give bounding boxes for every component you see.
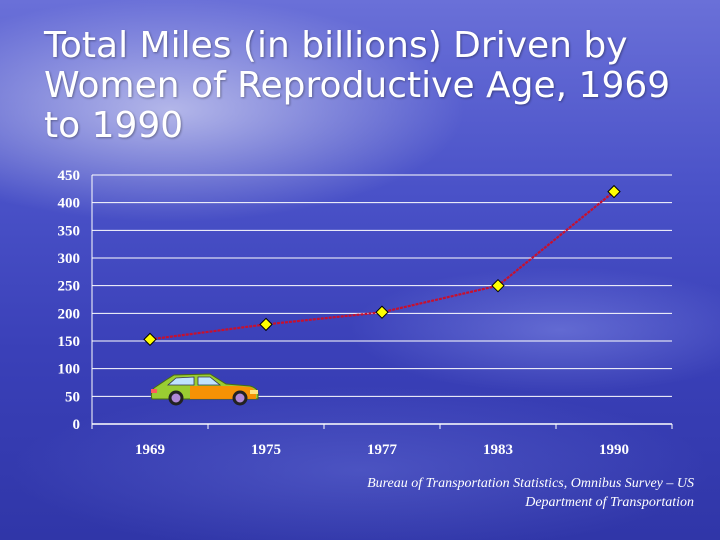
y-tick-label: 450 (58, 168, 81, 184)
x-tick-label: 1975 (251, 442, 281, 458)
source-citation: Bureau of Transportation Statistics, Omn… (274, 474, 694, 512)
data-point-marker (375, 305, 389, 319)
x-tick-label: 1977 (367, 442, 398, 458)
y-tick-label: 250 (58, 279, 81, 295)
axes (91, 175, 673, 429)
data-point-marker (143, 332, 157, 347)
source-line-2: Department of Transportation (525, 495, 694, 510)
source-line-1: Bureau of Transportation Statistics, Omn… (367, 476, 694, 491)
x-tick-label: 1990 (599, 442, 629, 458)
data-point-marker (607, 184, 621, 199)
x-tick-labels: 1969 1975 1977 1983 1990 (135, 442, 629, 458)
data-point-marker (491, 278, 505, 293)
y-tick-label: 400 (58, 196, 81, 212)
x-tick-label: 1983 (483, 442, 513, 458)
car-icon (150, 373, 259, 406)
y-tick-label: 350 (58, 223, 81, 239)
y-tick-label: 50 (65, 389, 80, 405)
data-point-marker (259, 317, 273, 332)
slide-title: Total Miles (in billions) Driven by Wome… (44, 25, 671, 146)
y-tick-label: 300 (58, 251, 81, 267)
y-tick-labels: 0 50 100 150 200 250 300 350 400 450 (58, 168, 81, 433)
data-markers (143, 184, 621, 347)
y-tick-label: 200 (58, 306, 81, 322)
x-tick-label: 1969 (135, 442, 165, 458)
gridlines (92, 174, 672, 397)
y-tick-label: 100 (58, 362, 81, 378)
y-tick-label: 150 (58, 334, 81, 350)
y-tick-label: 0 (73, 417, 81, 433)
